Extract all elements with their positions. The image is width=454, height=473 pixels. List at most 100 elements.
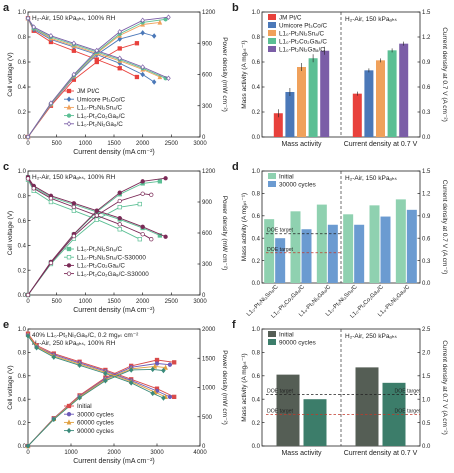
target-label: DOE target	[267, 408, 294, 414]
polarization-point	[140, 224, 145, 229]
y-tick-label: 0.0	[252, 281, 261, 287]
y2-tick-label: 1500	[202, 356, 216, 362]
polarization-line	[27, 333, 175, 398]
polarization-point	[163, 234, 168, 239]
power-point	[117, 190, 122, 195]
power-point	[163, 176, 168, 181]
y-axis-label: Cell voltage (V)	[7, 211, 14, 255]
bar-mass-activity	[273, 113, 283, 137]
y-tick-label: 0.4	[252, 85, 261, 91]
x-tick-label: 0	[26, 450, 30, 456]
y-tick-label: 1.0	[18, 169, 27, 175]
y-axis-label: Mass activity (A mgₚₜ⁻¹)	[241, 40, 248, 108]
legend-label: L1₀-Pt₂Co₂Ga₈/C	[77, 263, 125, 270]
legend-swatch	[268, 173, 276, 179]
legend-entry: L1₀-Pt₂Co₂Ga₈/C	[64, 263, 125, 270]
y-tick-label: 0.0	[252, 135, 261, 141]
x-tick-label: 1500	[107, 299, 121, 305]
y-tick-label: 0.2	[18, 110, 27, 116]
legend-entry: L1₀-Pt₂Co₂Ga₈/C	[64, 113, 125, 120]
panel-e: e 0.0 0.2 0.4 0.6 0.8 1.0 0 500 1000 1500 2000 Cell …	[3, 319, 228, 465]
legend-entry: Umicore Pt₃Co/C	[268, 22, 328, 29]
polarization-point	[140, 71, 145, 78]
power-point	[117, 36, 122, 42]
power-point	[140, 30, 145, 36]
x-tick-label: 1000	[79, 299, 93, 305]
y-axis-label: Mass activity (A mgₚₜ⁻¹)	[241, 353, 248, 421]
y-tick-label: 0.2	[18, 268, 27, 274]
x-tick-label: 0	[26, 141, 30, 147]
legend-swatch	[268, 38, 276, 44]
polarization-point	[34, 344, 39, 351]
x-tick-label: 500	[52, 299, 63, 305]
y2-tick-label: 600	[202, 231, 213, 237]
power-point	[77, 394, 82, 401]
polarization-point	[172, 394, 177, 400]
power-point	[166, 14, 171, 20]
bar-mass-activity	[297, 67, 306, 137]
power-point	[48, 260, 54, 266]
group-label: Current density at 0.7 V	[344, 450, 418, 457]
bar-mass-activity	[264, 219, 275, 283]
panel-d: d 0.0 0.2 0.4 0.6 0.8 1.0 0.0 0.3 0.6 0.9 1.2 1.5 Mas…	[232, 161, 448, 320]
legend-entry: 30000 cycles	[64, 411, 114, 418]
legend-swatch	[268, 339, 276, 345]
legend-entry: Initial	[268, 173, 294, 180]
condition-annotation-2: H₂-Air, 250 kPaₐₕₛ, 100% RH	[32, 340, 116, 347]
y-tick-label: 1.0	[252, 169, 261, 175]
y2-tick-label: 1.2	[422, 192, 431, 198]
legend-label: L1₀-Pt₂Ni₂Sn₈/C-S30000	[77, 254, 146, 261]
panel-letter: a	[3, 2, 10, 14]
legend-label: L1₀-Pt₂Ni₂Sn₈/C	[279, 30, 325, 37]
polarization-point	[117, 227, 122, 232]
legend-label: JM Pt/C	[279, 14, 302, 21]
power-point	[25, 134, 31, 140]
legend-marker	[66, 113, 72, 118]
polarization-point	[140, 64, 145, 70]
y2-tick-label: 300	[202, 262, 213, 268]
polarization-point	[25, 176, 31, 181]
legend-label: 60000 cycles	[77, 420, 114, 427]
legend-label: 90000 cycles	[77, 428, 114, 435]
legend-entry: L1₀-Pt₂Co₂Ga₈/C-S30000	[64, 271, 149, 278]
x-tick-label: 3000	[193, 141, 207, 147]
y2-tick-label: 300	[202, 104, 213, 110]
polarization-point	[71, 204, 77, 210]
polarization-point	[128, 380, 134, 386]
y2-tick-label: 2.0	[422, 351, 431, 357]
power-point	[128, 367, 134, 373]
power-point	[161, 367, 166, 374]
condition-annotation: 40% L1₀-Pt₂Ni₂Ga₈/C, 0.2 mgₚₜ cm⁻²	[32, 332, 139, 339]
y2-tick-label: 2000	[202, 327, 216, 333]
panel-c: c 0.0 0.2 0.4 0.6 0.8 1.0 0 300 600 900 1200 Cell vo…	[3, 161, 228, 314]
y-tick-label: 0.6	[252, 214, 261, 220]
legend-swatch	[268, 331, 276, 337]
x-tick-label: 2000	[107, 450, 121, 456]
power-point	[154, 357, 160, 363]
legend-entry: Initial	[64, 403, 92, 410]
y-axis-label: Cell voltage (V)	[7, 52, 14, 96]
power-point	[172, 360, 177, 365]
polarization-point	[77, 362, 82, 369]
legend-label: L1₀-Pt₂Ni₂Ga₈/C	[279, 46, 325, 53]
y2-tick-label: 1.0	[422, 397, 431, 403]
power-point	[103, 378, 108, 384]
bar-mass-activity	[276, 374, 300, 446]
polarization-point	[71, 40, 77, 47]
polarization-point	[151, 79, 157, 85]
polarization-point	[51, 354, 57, 360]
legend-entry: L1₀-Pt₂Ni₂Ga₈/C	[268, 46, 325, 53]
panel-b: b 0.0 0.2 0.4 0.6 0.8 1.0 0.0 0.3 0.6 0.9 1.2 1.5 Mas…	[232, 2, 448, 148]
polarization-point	[137, 237, 142, 242]
polarization-line	[27, 334, 166, 398]
legend-label: L1₀-Pt₂Co₂Ga₈/C	[77, 113, 125, 120]
y2-tick-label: 0	[202, 293, 206, 299]
polarization-point	[25, 15, 31, 22]
group-label: Mass activity	[281, 141, 322, 148]
y-tick-label: 1.0	[252, 327, 261, 333]
power-point	[151, 33, 157, 39]
legend-label: L1₀-Pt₂Co₂Ga₈/C	[279, 38, 327, 45]
y-tick-label: 0.4	[18, 85, 27, 91]
legend-marker	[66, 104, 72, 110]
power-point	[117, 205, 122, 210]
